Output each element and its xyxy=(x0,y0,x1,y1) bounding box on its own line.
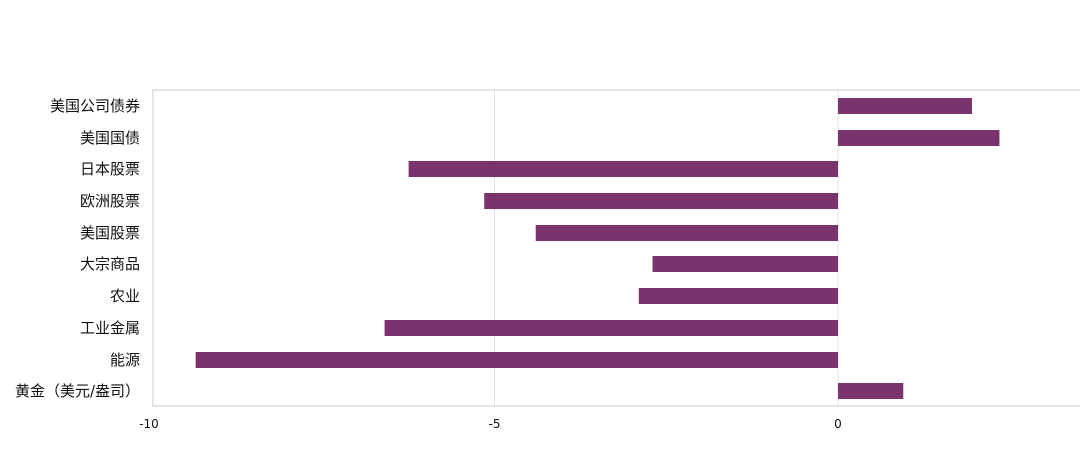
bar xyxy=(652,256,838,272)
x-tick-label: -10 xyxy=(139,417,159,431)
category-label: 日本股票 xyxy=(80,160,140,178)
bar xyxy=(408,161,838,177)
plot-area xyxy=(152,89,1080,407)
category-label: 黄金（美元/盎司） xyxy=(15,382,140,400)
bar xyxy=(384,320,838,336)
bars xyxy=(195,98,1000,399)
category-labels: 美国公司债券美国国债日本股票欧洲股票美国股票大宗商品农业工业金属能源黄金（美元/… xyxy=(15,97,140,400)
bar xyxy=(838,383,904,399)
category-label: 工业金属 xyxy=(80,319,140,337)
category-label: 农业 xyxy=(110,287,140,305)
bar xyxy=(638,288,838,304)
bar xyxy=(484,193,838,209)
bar xyxy=(195,352,838,368)
category-label: 美国股票 xyxy=(80,224,140,242)
bar xyxy=(838,98,972,114)
x-tick-labels: -10 -5 0 xyxy=(139,417,842,431)
bar xyxy=(535,225,838,241)
x-tick-label: -5 xyxy=(489,417,501,431)
x-tick-label: 0 xyxy=(834,417,842,431)
category-label: 大宗商品 xyxy=(80,255,140,273)
category-label: 欧洲股票 xyxy=(80,192,140,210)
category-label: 美国国债 xyxy=(80,129,140,147)
bar xyxy=(838,130,1000,146)
category-label: 美国公司债券 xyxy=(50,97,140,115)
category-label: 能源 xyxy=(110,351,140,369)
